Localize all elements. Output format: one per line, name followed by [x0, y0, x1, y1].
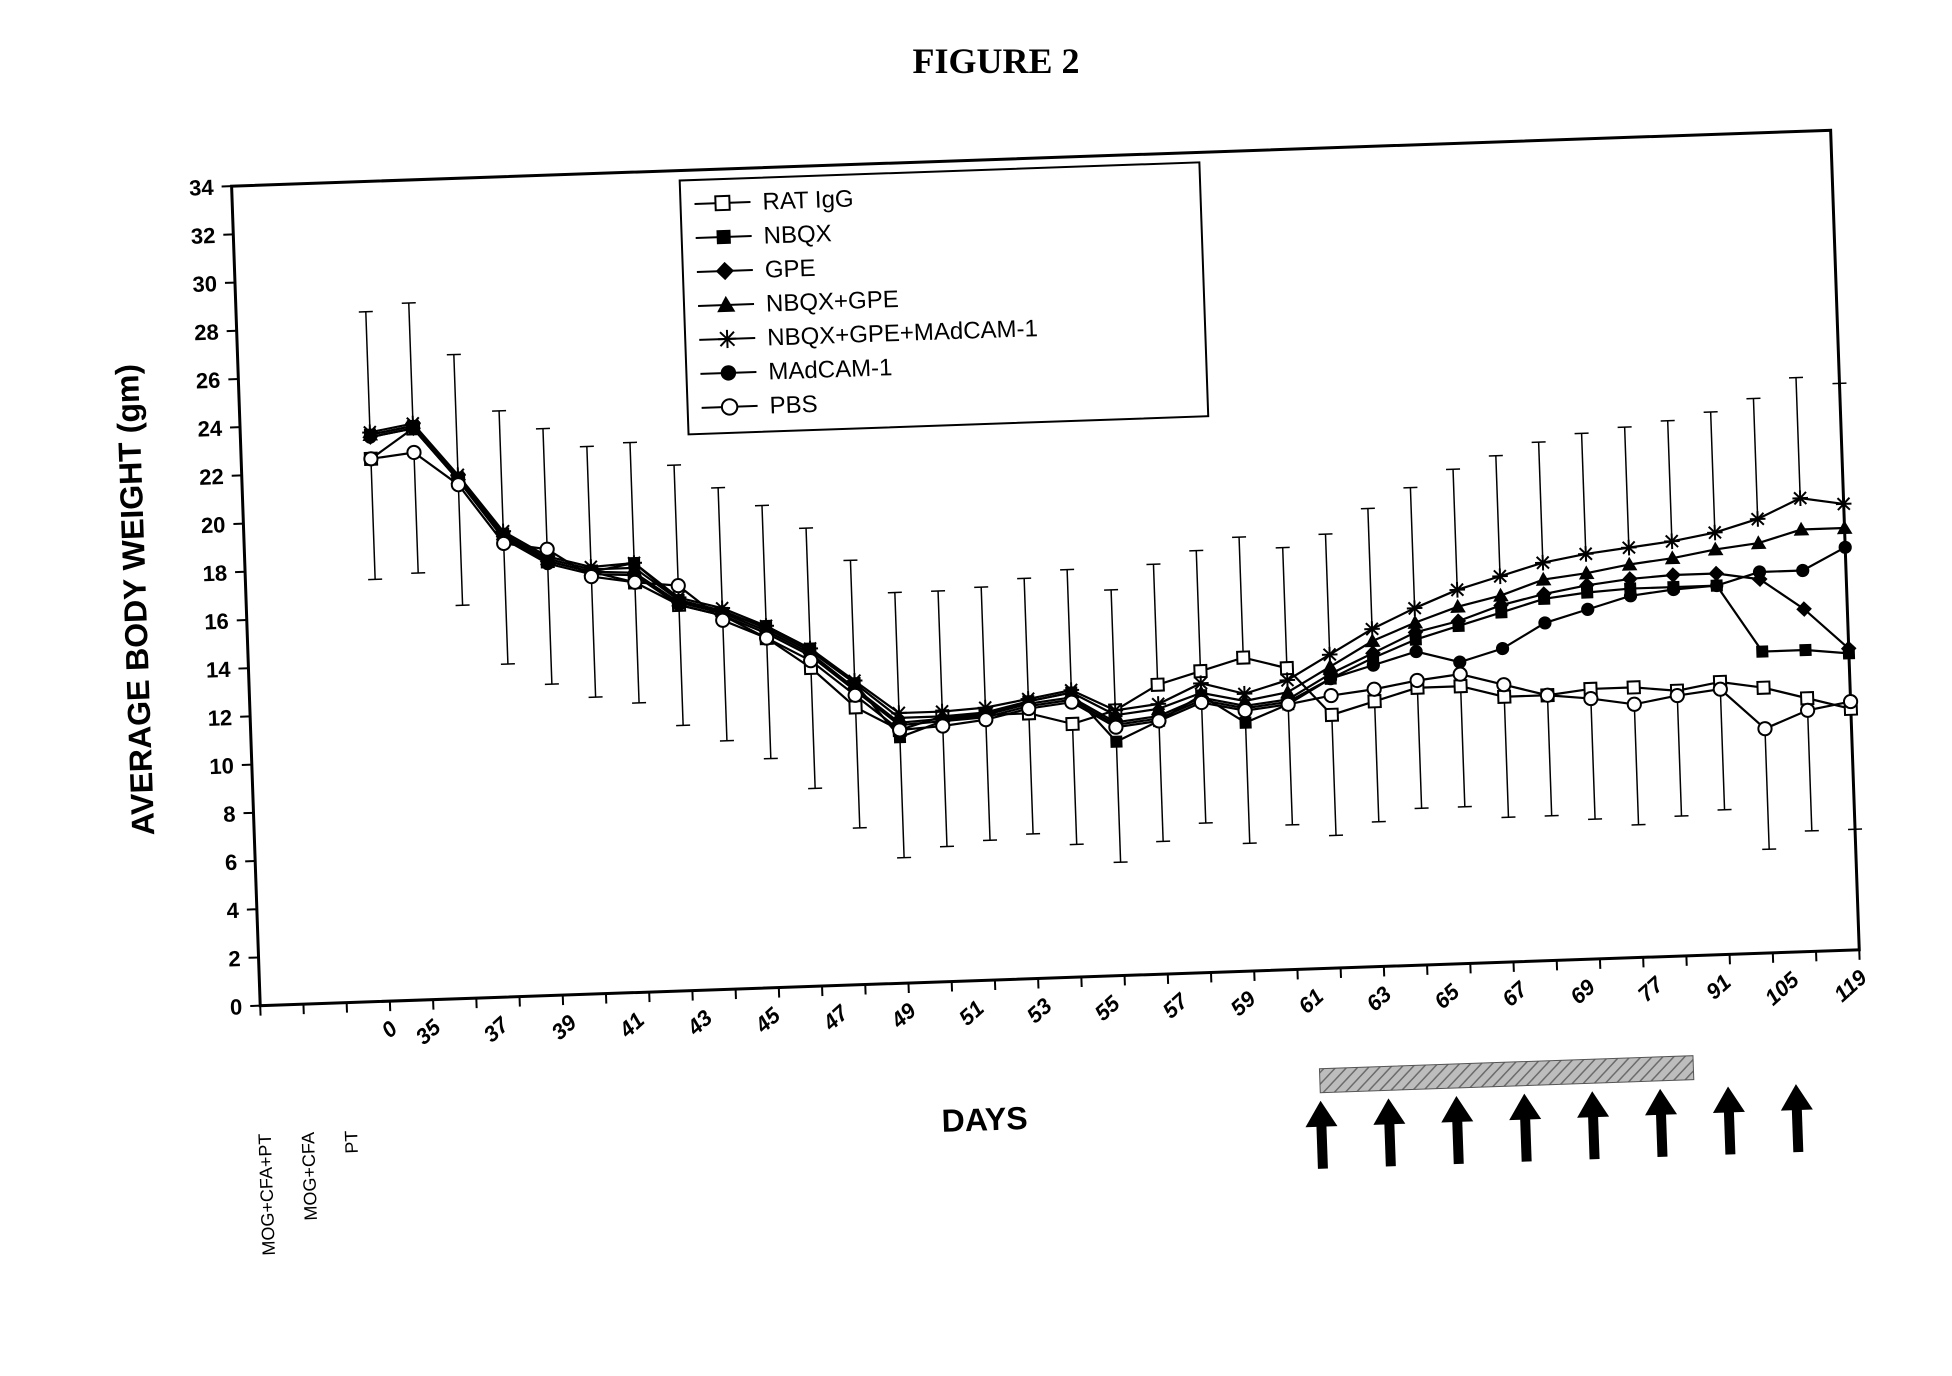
- svg-text:49: 49: [885, 997, 921, 1033]
- svg-text:0: 0: [230, 994, 243, 1019]
- svg-text:16: 16: [204, 609, 229, 635]
- svg-text:4: 4: [226, 898, 240, 923]
- svg-text:DAYS: DAYS: [941, 1100, 1028, 1139]
- svg-text:22: 22: [199, 464, 224, 490]
- svg-text:61: 61: [1293, 984, 1328, 1019]
- svg-text:NBQX+GPE: NBQX+GPE: [766, 286, 900, 318]
- svg-text:2: 2: [228, 946, 241, 971]
- svg-text:45: 45: [749, 1002, 785, 1038]
- svg-text:20: 20: [201, 512, 226, 538]
- svg-text:53: 53: [1022, 993, 1057, 1028]
- svg-text:105: 105: [1760, 967, 1805, 1011]
- svg-text:6: 6: [225, 850, 238, 875]
- svg-text:39: 39: [546, 1009, 581, 1044]
- svg-text:91: 91: [1701, 969, 1736, 1004]
- svg-text:24: 24: [197, 416, 223, 442]
- svg-text:GPE: GPE: [764, 255, 816, 284]
- svg-text:43: 43: [681, 1005, 717, 1041]
- svg-text:30: 30: [192, 271, 217, 297]
- svg-text:AVERAGE BODY WEIGHT (gm): AVERAGE BODY WEIGHT (gm): [109, 363, 161, 836]
- svg-text:34: 34: [189, 175, 215, 201]
- svg-text:MOG+CFA: MOG+CFA: [298, 1132, 321, 1221]
- svg-text:28: 28: [194, 319, 219, 345]
- svg-text:26: 26: [195, 368, 220, 394]
- svg-text:51: 51: [954, 995, 989, 1030]
- svg-text:35: 35: [411, 1014, 446, 1049]
- svg-text:0: 0: [376, 1015, 402, 1042]
- svg-text:37: 37: [478, 1011, 514, 1047]
- svg-text:12: 12: [207, 705, 232, 731]
- svg-text:41: 41: [614, 1007, 650, 1043]
- svg-text:10: 10: [209, 753, 234, 779]
- svg-text:MAdCAM-1: MAdCAM-1: [768, 354, 893, 385]
- svg-text:77: 77: [1633, 971, 1669, 1007]
- svg-text:NBQX: NBQX: [763, 220, 832, 249]
- chart: 0246810121416182022242628303234AVERAGE B…: [81, 109, 1899, 1290]
- svg-text:65: 65: [1429, 978, 1464, 1013]
- svg-text:PT: PT: [341, 1130, 362, 1154]
- svg-text:32: 32: [190, 223, 215, 249]
- svg-text:47: 47: [817, 999, 854, 1036]
- svg-text:67: 67: [1497, 975, 1533, 1011]
- svg-text:RAT IgG: RAT IgG: [762, 185, 854, 215]
- svg-text:MOG+CFA+PT: MOG+CFA+PT: [255, 1133, 279, 1256]
- svg-text:18: 18: [202, 560, 227, 586]
- svg-text:14: 14: [206, 657, 232, 683]
- svg-text:119: 119: [1829, 964, 1872, 1007]
- svg-text:69: 69: [1565, 974, 1600, 1009]
- svg-text:57: 57: [1158, 987, 1194, 1023]
- svg-text:PBS: PBS: [769, 391, 818, 420]
- svg-text:8: 8: [223, 801, 236, 826]
- svg-text:55: 55: [1090, 990, 1125, 1025]
- svg-text:59: 59: [1226, 985, 1261, 1020]
- svg-text:63: 63: [1361, 981, 1396, 1016]
- figure-title: FIGURE 2: [912, 40, 1079, 82]
